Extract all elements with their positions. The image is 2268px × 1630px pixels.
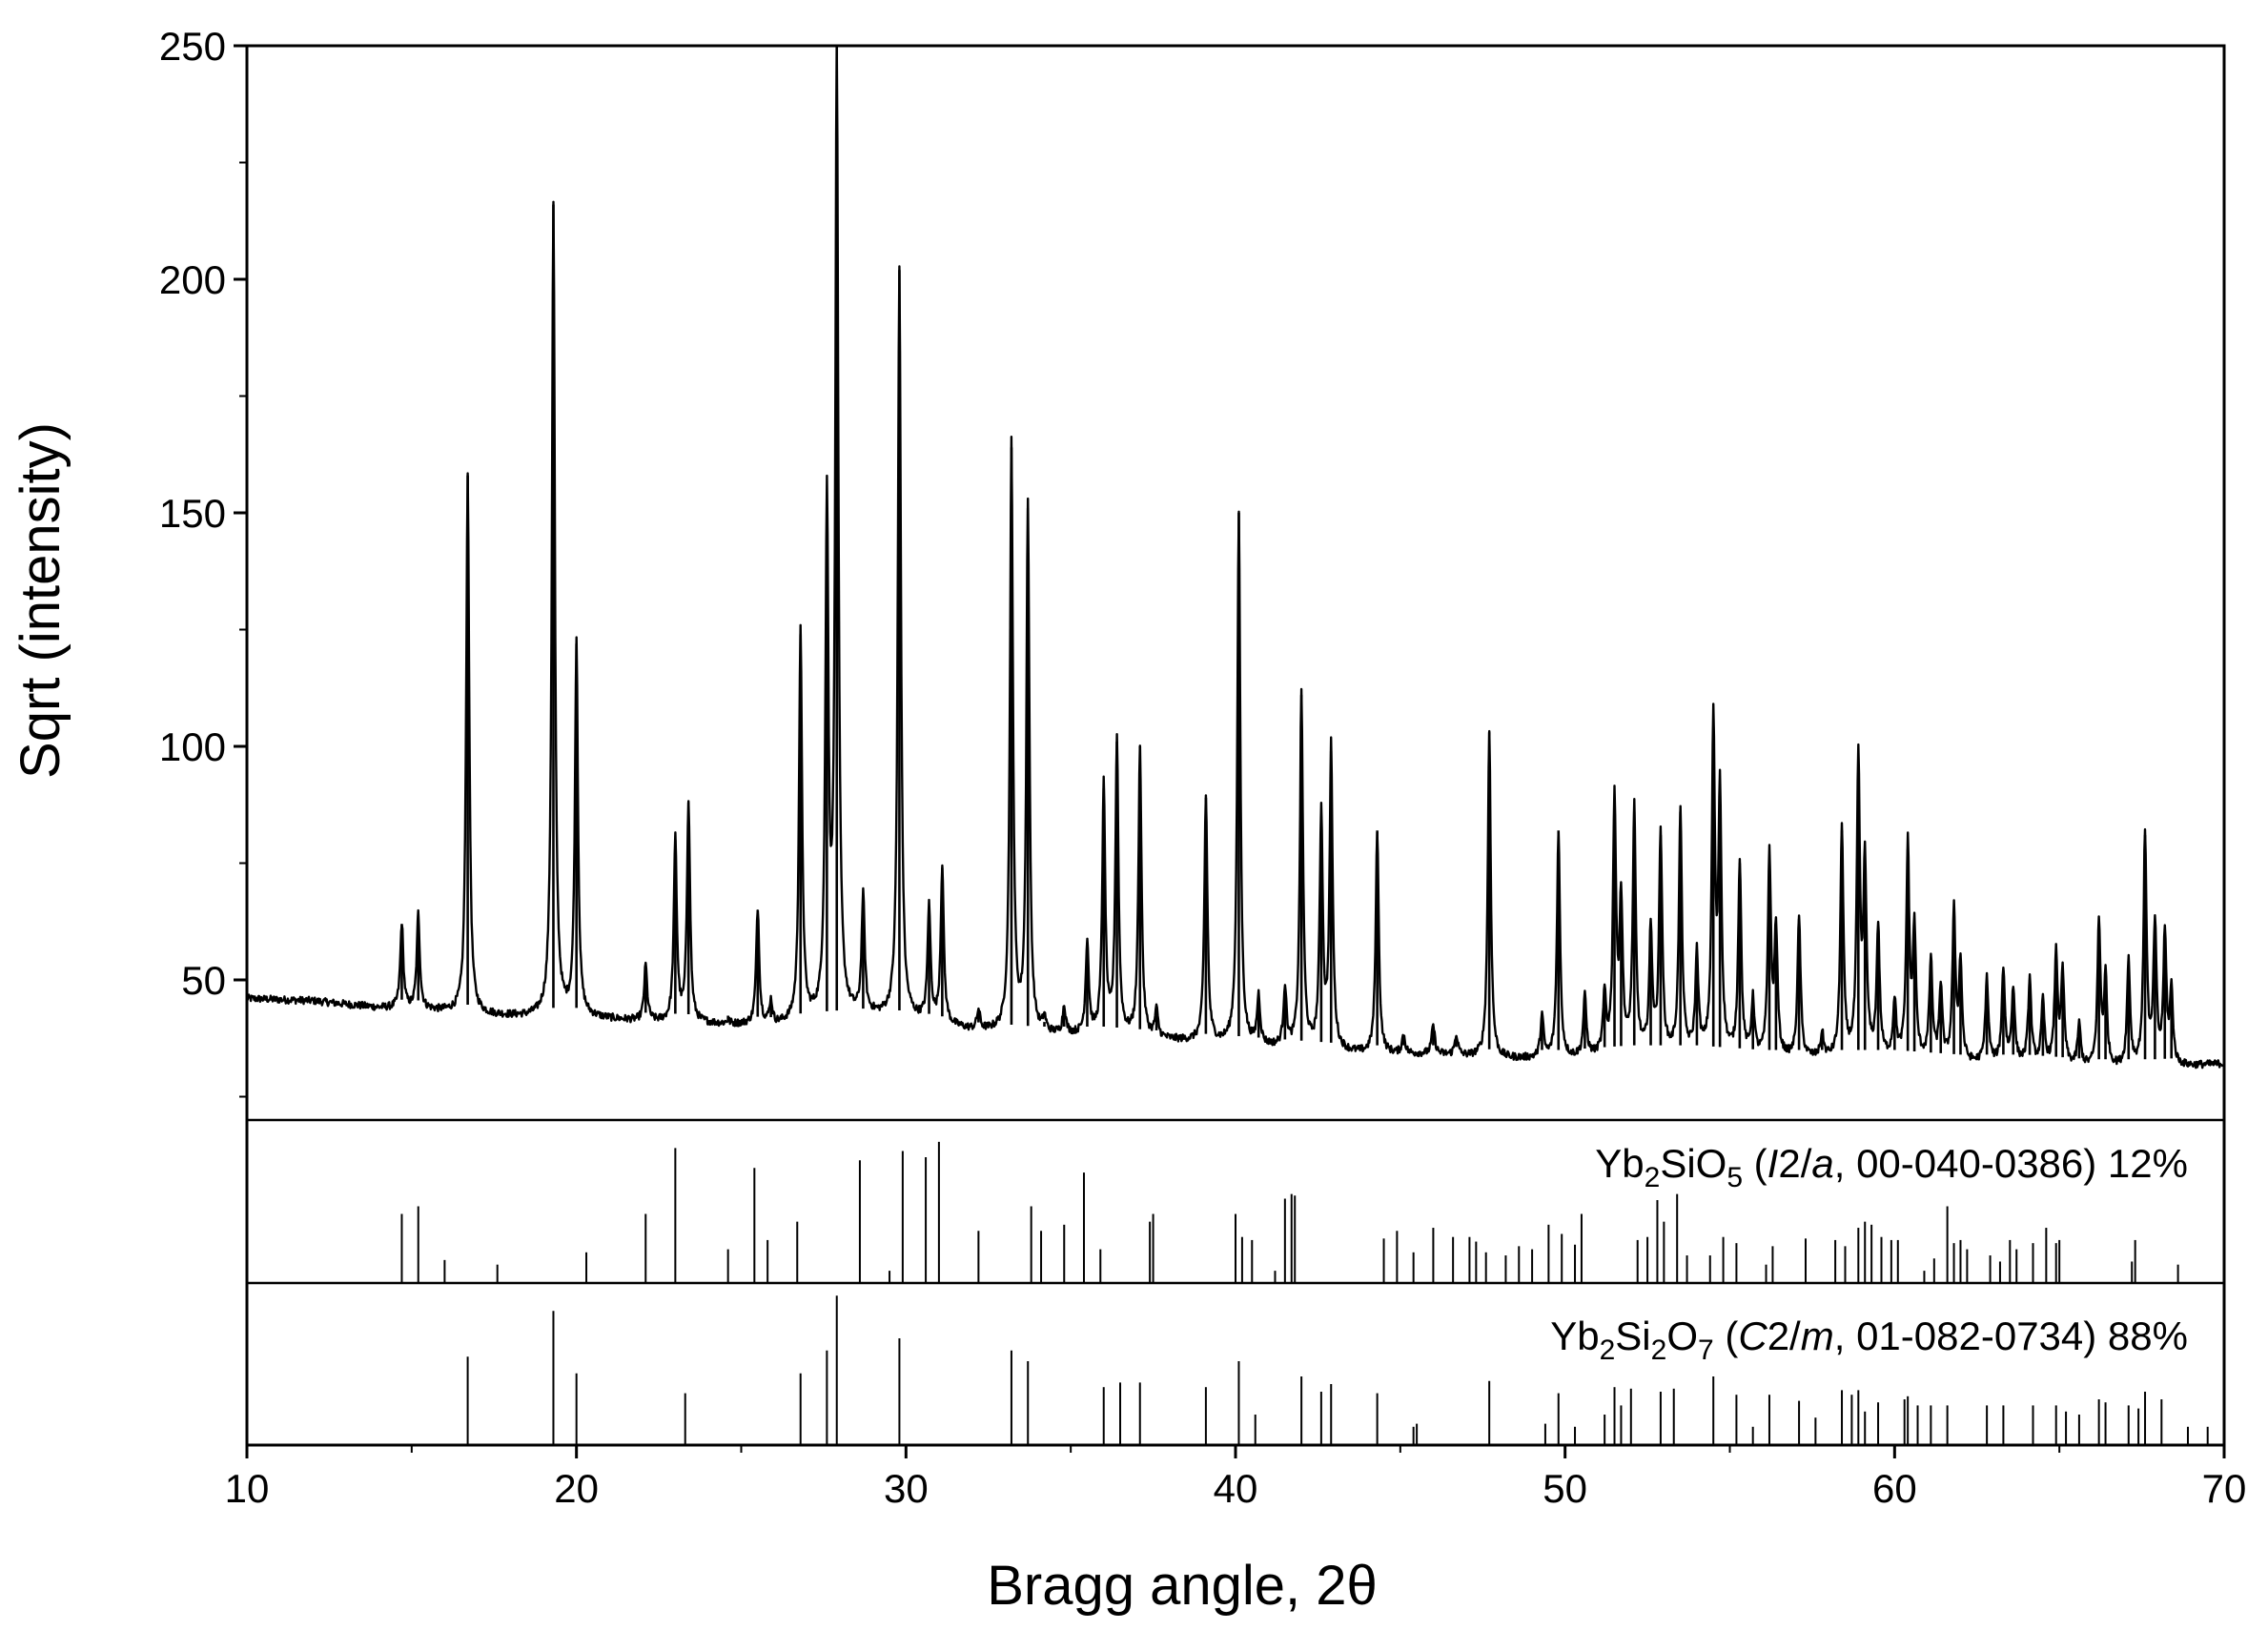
diffraction-pattern-line [245, 44, 2226, 1070]
x-axis: 10 20 30 40 50 60 70 [225, 1445, 2247, 1511]
phase-label: Yb2​SiO5​ (I2/a, 00-040-0386) 12% [1595, 1141, 2188, 1193]
y-axis: 50 100 150 200 250 [159, 24, 247, 1098]
y-tick-label: 50 [181, 958, 226, 1003]
x-tick-label: 10 [225, 1466, 270, 1511]
y-tick-label: 150 [159, 491, 226, 536]
y-tick-label: 200 [159, 257, 226, 302]
x-tick-label: 50 [1543, 1466, 1587, 1511]
x-axis-title: Bragg angle, 2θ [987, 1555, 1378, 1617]
x-tick-label: 20 [554, 1466, 599, 1511]
x-tick-label: 70 [2202, 1466, 2247, 1511]
y-axis-title: Sqrt (intensity) [10, 422, 72, 779]
x-tick-label: 40 [1214, 1466, 1258, 1511]
x-tick-label: 60 [1872, 1466, 1917, 1511]
x-tick-label: 30 [884, 1466, 929, 1511]
reference-panel-yb2sio5: Yb2​SiO5​ (I2/a, 00-040-0386) 12% [400, 1141, 2188, 1283]
y-tick-label: 250 [159, 24, 226, 69]
main-pattern-panel [245, 44, 2226, 1070]
phase-label: Yb2​Si2​O7​ (C2/m, 01-082-0734) 88% [1550, 1314, 2188, 1366]
reference-panel-yb2si2o7: Yb2​Si2​O7​ (C2/m, 01-082-0734) 88% [466, 1295, 2209, 1445]
y-tick-label: 100 [159, 724, 226, 769]
